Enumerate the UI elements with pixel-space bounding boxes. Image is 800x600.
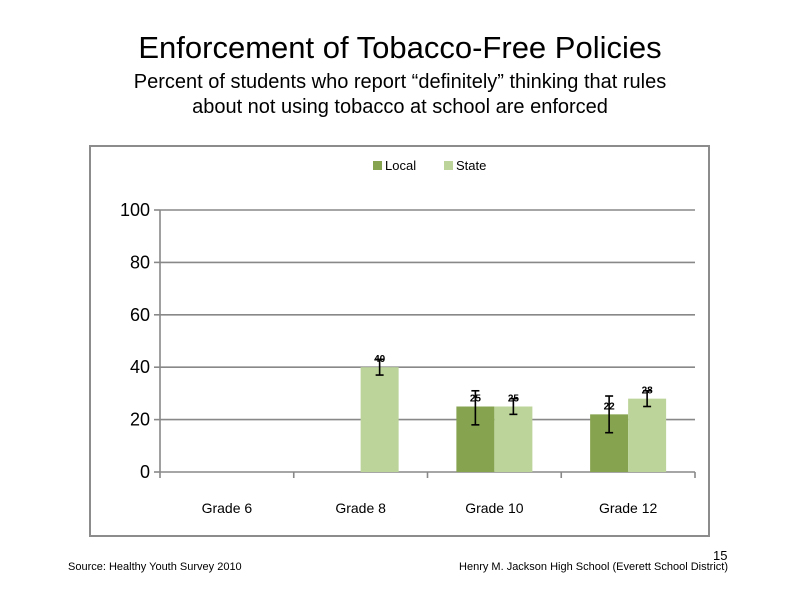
y-tick-label: 60 (130, 305, 150, 325)
data-label: 22 (604, 401, 616, 412)
source-note: Source: Healthy Youth Survey 2010 (68, 561, 242, 573)
data-label: 28 (642, 386, 654, 397)
x-tick-label: Grade 10 (465, 500, 524, 516)
x-tick-label: Grade 6 (202, 500, 253, 516)
subtitle-line-1: Percent of students who report “definite… (133, 71, 667, 93)
data-label: 40 (374, 354, 386, 365)
data-label: 25 (508, 394, 520, 405)
legend-label-local: Local (385, 158, 416, 173)
legend-swatch-state (444, 161, 453, 170)
legend-label-state: State (456, 158, 486, 173)
y-tick-label: 40 (130, 357, 150, 377)
bar-state (628, 398, 667, 472)
y-tick-label: 20 (130, 410, 150, 430)
y-tick-label: 80 (130, 252, 150, 272)
y-tick-label: 100 (120, 200, 150, 220)
slide-title: Enforcement of Tobacco-Free Policies (138, 30, 662, 65)
subtitle-line-2: about not using tobacco at school are en… (192, 96, 608, 118)
school-name: Henry M. Jackson High School (Everett Sc… (459, 561, 728, 573)
legend-swatch-local (373, 161, 382, 170)
slide-subtitle: Percent of students who report “definite… (0, 70, 800, 120)
bar-state (360, 367, 399, 472)
page-number: 15 (713, 548, 728, 563)
y-tick-label: 0 (140, 462, 150, 482)
x-tick-label: Grade 8 (335, 500, 386, 516)
x-tick-label: Grade 12 (599, 500, 658, 516)
data-label: 25 (470, 394, 482, 405)
bar-state (494, 406, 533, 472)
